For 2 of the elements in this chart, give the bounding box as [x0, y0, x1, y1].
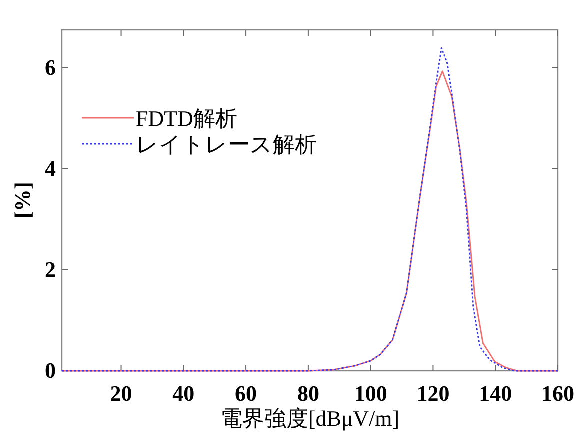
- ylabel: [%]: [10, 182, 35, 219]
- xlabel: 電界強度[dBμV/m]: [220, 406, 400, 431]
